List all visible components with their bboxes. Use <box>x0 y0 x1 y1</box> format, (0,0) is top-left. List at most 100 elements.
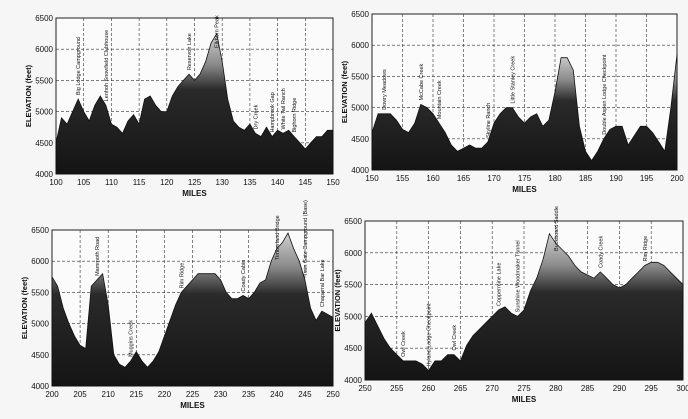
place-annotation: Hampbrook Gap <box>270 92 276 132</box>
y-tick-label: 6500 <box>31 226 49 235</box>
y-tick-label: 5500 <box>351 72 369 81</box>
place-annotation: Dry Creek <box>253 104 259 129</box>
y-tick-label: 6500 <box>344 217 362 226</box>
place-annotation: Buckboard Saddle <box>554 206 560 251</box>
y-tick-label: 4500 <box>35 139 53 148</box>
x-tick-label: 200 <box>45 390 59 399</box>
place-annotation: Coppermine Lake <box>497 263 503 306</box>
x-tick-label: 250 <box>358 384 372 393</box>
x-tick-label: 210 <box>102 390 116 399</box>
x-tick-label: 260 <box>422 384 436 393</box>
place-annotation: Sunshine Woodmaker Tunnel <box>516 240 522 312</box>
place-annotation: Chaparral Bar Lake <box>320 259 326 307</box>
x-tick-label: 165 <box>457 174 471 183</box>
x-axis-label: MILES <box>182 189 207 198</box>
x-tick-label: 295 <box>645 384 659 393</box>
x-tick-label: 130 <box>216 178 230 187</box>
x-tick-label: 255 <box>390 384 404 393</box>
place-annotation: Mountain Creek <box>437 80 443 119</box>
x-tick-label: 120 <box>160 178 174 187</box>
x-tick-label: 105 <box>77 178 91 187</box>
y-tick-label: 6000 <box>344 249 362 258</box>
place-annotation: Coady Creek <box>598 236 604 268</box>
place-annotation: Timberland Bridge <box>275 215 281 260</box>
x-tick-label: 265 <box>454 384 468 393</box>
y-tick-label: 5000 <box>351 104 369 113</box>
x-tick-label: 155 <box>396 174 410 183</box>
place-annotation: Rim Ridge <box>643 236 649 262</box>
y-tick-label: 6000 <box>31 257 49 266</box>
y-tick-label: 4500 <box>31 351 49 360</box>
place-annotation: Owl Creek <box>401 331 407 357</box>
y-axis-label: ELEVATION (feet) <box>340 60 349 123</box>
place-annotation: Coady Cabin <box>241 260 247 292</box>
x-tick-label: 115 <box>133 178 146 187</box>
y-tick-label: 4500 <box>344 344 362 353</box>
y-tick-label: 4000 <box>344 376 362 385</box>
x-tick-label: 300 <box>676 384 688 393</box>
elevation-area <box>371 54 678 171</box>
y-tick-label: 5000 <box>35 108 53 117</box>
place-annotation: Twin Gate Campground (Base) <box>303 200 309 276</box>
x-tick-label: 125 <box>188 178 202 187</box>
x-tick-label: 250 <box>326 390 340 399</box>
place-annotation: Skyline Ranch <box>486 103 492 138</box>
x-tick-label: 185 <box>579 174 593 183</box>
place-annotation: Owl Creek <box>452 325 458 351</box>
place-annotation: Muggins Creek <box>129 320 135 357</box>
y-tick-label: 5000 <box>344 312 362 321</box>
place-annotation: Mammoth Road <box>95 237 101 276</box>
chart-panel-3: 4000 4500 5000 5500 6000 6500 200 205 210 215 220 2… <box>20 200 340 410</box>
x-tick-label: 150 <box>326 178 340 187</box>
y-tick-label: 6500 <box>351 10 369 19</box>
chart-panel-1: 4000 4500 5000 5500 6000 6500 100 105 110 115 120 1… <box>24 14 340 198</box>
y-tick-label: 5500 <box>31 288 49 297</box>
y-axis-label: ELEVATION (feet) <box>20 276 29 339</box>
x-axis-label: MILES <box>512 395 537 404</box>
place-annotation: Hyland Lodge Checkpoint <box>427 303 433 366</box>
x-tick-label: 180 <box>548 174 562 183</box>
y-tick-label: 4000 <box>35 170 53 179</box>
elevation-area <box>364 232 684 381</box>
y-tick-label: 4500 <box>351 135 369 144</box>
x-tick-label: 285 <box>581 384 595 393</box>
y-tick-label: 4000 <box>351 166 369 175</box>
x-tick-label: 240 <box>270 390 284 399</box>
x-tick-label: 215 <box>130 390 144 399</box>
x-tick-label: 135 <box>243 178 257 187</box>
place-annotation: Rim Ridge <box>179 263 185 289</box>
x-tick-label: 230 <box>214 390 228 399</box>
x-tick-label: 150 <box>365 174 379 183</box>
x-tick-label: 170 <box>487 174 501 183</box>
y-axis-label: ELEVATION (feet) <box>333 269 342 332</box>
x-tick-label: 290 <box>613 384 627 393</box>
x-tick-label: 145 <box>299 178 313 187</box>
x-tick-label: 270 <box>486 384 500 393</box>
x-tick-label: 245 <box>298 390 312 399</box>
place-annotation: Dowry Meadows <box>382 69 388 110</box>
place-annotation: Reservoir Lake <box>187 33 193 70</box>
y-tick-label: 6000 <box>35 45 53 54</box>
x-tick-label: 225 <box>186 390 200 399</box>
x-tick-label: 190 <box>609 174 623 183</box>
x-axis-label: MILES <box>180 401 205 410</box>
chart-panel-4: 4000 4500 5000 5500 6000 6500 250 255 260 265 270 2… <box>333 206 688 404</box>
elevation-area <box>55 32 334 175</box>
place-annotation: Lenhoh Snowfield Clubhouse <box>104 30 110 102</box>
x-tick-label: 195 <box>640 174 654 183</box>
chart-panel-2: 4000 4500 5000 5500 6000 6500 150 155 160 165 170 1… <box>340 10 684 194</box>
place-annotation: McCabe Creek <box>419 64 425 101</box>
y-tick-label: 6000 <box>351 41 369 50</box>
y-tick-label: 6500 <box>35 14 53 23</box>
place-annotation: Double Aspen Lodge Checkpoint <box>602 54 608 135</box>
x-tick-label: 175 <box>518 174 532 183</box>
y-tick-label: 5500 <box>344 281 362 290</box>
x-tick-label: 235 <box>242 390 256 399</box>
place-annotation: Big Lodge Campground <box>76 37 82 95</box>
y-tick-label: 5000 <box>31 320 49 329</box>
x-tick-label: 200 <box>670 174 684 183</box>
x-tick-label: 160 <box>426 174 440 183</box>
y-tick-label: 5500 <box>35 76 53 85</box>
place-annotation: Little Stanley Creek <box>510 56 516 104</box>
